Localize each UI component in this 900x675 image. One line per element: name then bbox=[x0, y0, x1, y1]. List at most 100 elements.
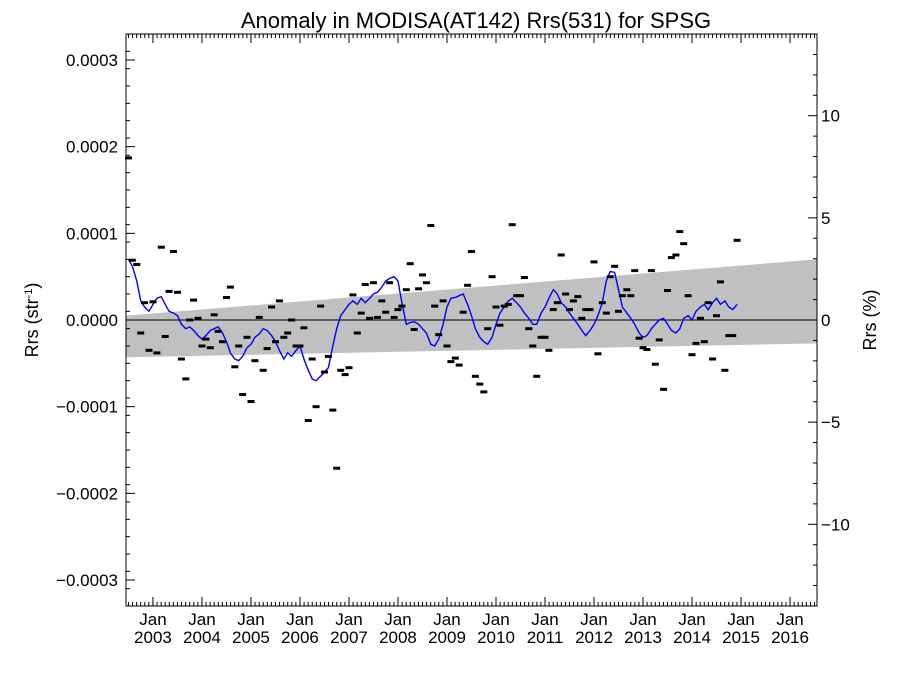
data-point bbox=[259, 368, 267, 372]
data-point bbox=[627, 294, 635, 298]
data-point bbox=[447, 360, 455, 364]
data-point bbox=[353, 331, 361, 335]
x-tick-year-label: 2016 bbox=[771, 628, 809, 647]
data-point bbox=[635, 336, 643, 340]
data-point bbox=[370, 281, 377, 285]
data-point bbox=[553, 301, 561, 305]
data-point bbox=[684, 294, 692, 298]
data-point bbox=[427, 224, 435, 227]
data-point bbox=[308, 357, 316, 361]
data-point bbox=[717, 280, 724, 284]
data-point bbox=[471, 374, 479, 378]
data-point bbox=[402, 288, 410, 292]
data-point bbox=[243, 335, 251, 339]
data-point bbox=[292, 344, 300, 348]
data-point bbox=[631, 269, 639, 273]
x-tick-year-label: 2003 bbox=[134, 628, 172, 647]
data-point bbox=[439, 299, 447, 303]
data-point bbox=[296, 344, 304, 348]
data-point bbox=[545, 348, 553, 352]
data-point bbox=[141, 301, 149, 305]
data-point bbox=[529, 344, 537, 348]
data-point bbox=[324, 354, 332, 358]
data-point bbox=[713, 314, 720, 318]
data-point bbox=[696, 316, 704, 320]
data-point bbox=[378, 299, 386, 303]
x-tick-month-label: Jan bbox=[482, 610, 509, 629]
data-point bbox=[390, 315, 398, 319]
data-point bbox=[574, 295, 582, 299]
data-point bbox=[133, 263, 141, 266]
y-right-tick-label: 0 bbox=[821, 311, 830, 330]
data-point bbox=[349, 293, 357, 297]
data-point bbox=[517, 294, 524, 298]
data-point bbox=[357, 311, 365, 315]
data-point bbox=[484, 327, 492, 331]
data-point bbox=[688, 353, 696, 357]
data-point bbox=[557, 253, 565, 257]
y-left-axis-label-sup: -1 bbox=[23, 289, 35, 299]
data-point bbox=[275, 299, 283, 303]
x-axis-ticks: Jan2003Jan2004Jan2005Jan2006Jan2007Jan20… bbox=[127, 34, 816, 647]
chart-title: Anomaly in MODISA(AT142) Rrs(531) for SP… bbox=[241, 8, 711, 33]
data-point bbox=[500, 304, 508, 308]
data-point bbox=[272, 340, 279, 344]
data-point bbox=[476, 382, 484, 386]
data-point bbox=[655, 338, 663, 342]
data-point bbox=[541, 335, 549, 339]
trend-band-layer bbox=[126, 259, 817, 358]
x-tick-month-label: Jan bbox=[629, 610, 656, 629]
data-point bbox=[618, 294, 626, 298]
data-point bbox=[431, 304, 439, 308]
data-point bbox=[263, 347, 271, 351]
data-point bbox=[602, 311, 610, 315]
trend-band bbox=[126, 259, 817, 358]
x-tick-month-label: Jan bbox=[727, 610, 754, 629]
x-tick-month-label: Jan bbox=[237, 610, 264, 629]
data-point bbox=[190, 298, 198, 302]
data-point bbox=[443, 344, 451, 348]
data-point bbox=[329, 408, 337, 412]
data-point bbox=[231, 365, 239, 369]
data-point bbox=[566, 308, 573, 312]
x-tick-year-label: 2009 bbox=[428, 628, 466, 647]
data-point bbox=[415, 287, 423, 291]
y-right-axis-label: Rrs (%) bbox=[860, 290, 880, 351]
data-point bbox=[382, 310, 390, 314]
y-right-tick-label: 5 bbox=[821, 209, 830, 228]
data-point bbox=[680, 242, 688, 246]
data-point bbox=[219, 340, 226, 344]
x-tick-month-label: Jan bbox=[286, 610, 313, 629]
smoothed-anomaly-line bbox=[127, 258, 738, 382]
data-point bbox=[251, 359, 259, 363]
y-left-tick-label: −0.0002 bbox=[56, 484, 118, 503]
y-right-tick-label: −5 bbox=[821, 413, 840, 432]
data-point bbox=[647, 269, 655, 273]
x-tick-year-label: 2006 bbox=[281, 628, 319, 647]
data-point bbox=[459, 310, 467, 314]
x-tick-year-label: 2012 bbox=[575, 628, 613, 647]
data-point bbox=[667, 256, 675, 260]
data-point bbox=[692, 341, 700, 345]
data-point bbox=[182, 377, 190, 381]
data-point bbox=[508, 223, 516, 227]
data-point bbox=[210, 313, 218, 317]
data-point bbox=[406, 262, 414, 266]
data-point bbox=[700, 340, 708, 344]
x-tick-month-label: Jan bbox=[776, 610, 803, 629]
data-point bbox=[422, 281, 430, 285]
y-right-tick-label: −10 bbox=[821, 515, 850, 534]
y-left-tick-label: 0.0002 bbox=[66, 138, 118, 157]
data-point bbox=[137, 331, 145, 335]
data-point bbox=[386, 281, 394, 285]
data-points-layer bbox=[125, 156, 741, 470]
data-point bbox=[194, 316, 202, 320]
data-point bbox=[345, 366, 353, 370]
data-point bbox=[676, 230, 684, 234]
data-point bbox=[569, 299, 577, 303]
x-tick-year-label: 2010 bbox=[477, 628, 515, 647]
x-tick-year-label: 2008 bbox=[379, 628, 417, 647]
x-tick-year-label: 2013 bbox=[624, 628, 662, 647]
data-point bbox=[533, 374, 541, 378]
data-point bbox=[165, 289, 173, 293]
